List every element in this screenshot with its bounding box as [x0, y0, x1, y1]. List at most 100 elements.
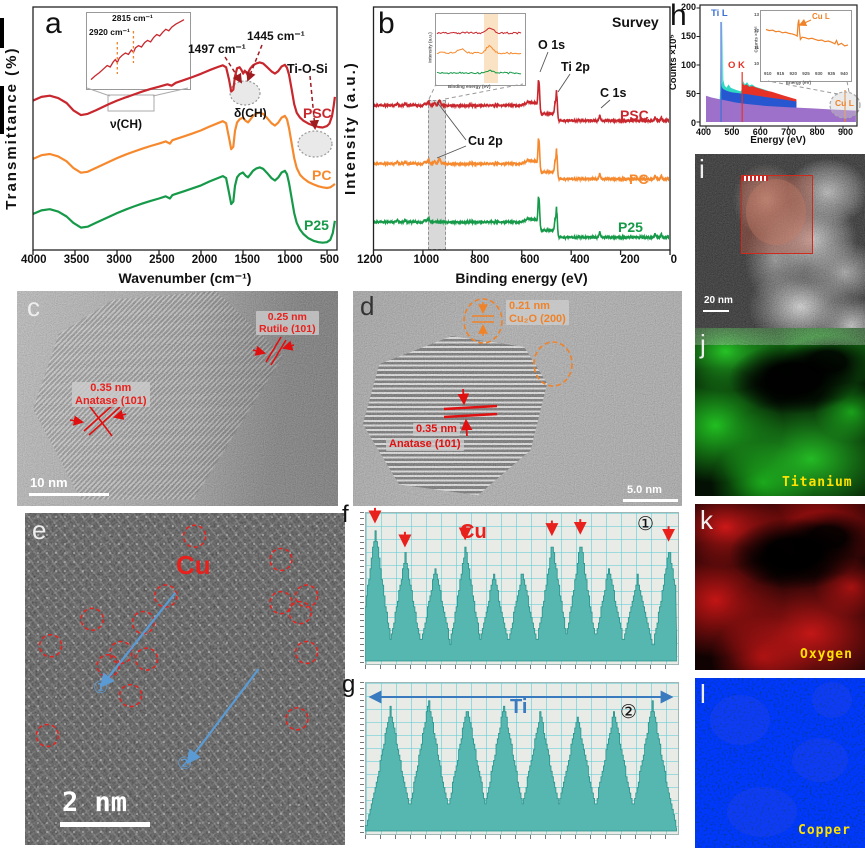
crop-artifact-bar — [0, 86, 4, 134]
panel-c-scalebar-label: 10 nm — [30, 475, 68, 490]
eels-inset-x-label: Energy (eV) — [786, 80, 812, 85]
series-label-psc-b: PSC — [620, 107, 649, 123]
profile1-badge: ① — [637, 514, 655, 535]
panel-j-titanium-map — [695, 328, 865, 496]
panel-a-y-axis-label: Transmittance (%) — [2, 46, 20, 210]
eels-inset-cu-l-label: Cu L — [812, 12, 830, 21]
tick-label: 800 — [470, 254, 490, 266]
oxygen-map-label: Oxygen — [800, 647, 853, 662]
titanium-map-label: Titanium — [782, 475, 853, 490]
panel-a-x-axis-label: Wavenumber (cm⁻¹) — [118, 270, 252, 286]
rutile-measure-label: 0.25 nm Rutile (101) — [256, 311, 319, 336]
panel-d-letter: d — [360, 291, 375, 321]
tick-label: 400 — [570, 254, 590, 266]
tick-label: 13 — [753, 12, 759, 17]
tick-label: 935 — [827, 71, 836, 76]
tick-label: 500 — [319, 254, 339, 266]
series-label-p25: P25 — [304, 217, 329, 233]
line-marker-1: ① — [93, 678, 109, 697]
rutile-spacing: 0.25 nm — [267, 311, 307, 323]
annotation-arrow — [224, 56, 243, 84]
panel-i-scalebar — [703, 310, 729, 312]
ftir-inset-box — [86, 12, 191, 90]
panel-f-letter: f — [342, 501, 349, 528]
tick-label: 2000 — [191, 254, 218, 266]
tick-label: 1500 — [234, 254, 261, 266]
panel-g-letter: g — [342, 671, 356, 698]
cu2p-label: Cu 2p — [468, 134, 503, 148]
profile2-y-ticks — [360, 682, 364, 833]
profile1-y-ticks — [360, 512, 364, 663]
panel-b-letter: b — [378, 7, 395, 40]
delta-ch-highlight-circle — [229, 80, 261, 106]
peak-1445-label: 1445 cm⁻¹ — [247, 29, 305, 43]
annotation-arrow — [246, 44, 263, 82]
eels-y-ticks: 200 150 100 50 0 — [676, 2, 696, 128]
inset-peak-2920-label: 2920 cm⁻¹ — [89, 27, 130, 37]
tick-label: 500 — [724, 127, 740, 137]
panel-k-oxygen-map — [695, 504, 865, 670]
profile1-x-ticks — [365, 665, 677, 669]
peak-1497-label: 1497 cm⁻¹ — [188, 42, 246, 56]
tick-label: 940 — [840, 71, 848, 76]
tick-label: 600 — [752, 127, 768, 137]
tick-label: 150 — [680, 31, 696, 41]
tick-label: 200 — [620, 254, 640, 266]
eels-inset-x-ticks: 910 915 920 925 930 935 940 — [764, 71, 848, 76]
tick-label: 910 — [764, 71, 772, 76]
tick-label: 100 — [680, 60, 696, 70]
c1s-label: C 1s — [600, 86, 627, 100]
panel-a-letter: a — [45, 7, 62, 40]
tick-label: 3500 — [63, 254, 90, 266]
tick-label: 2500 — [149, 254, 175, 266]
tick-label: 600 — [520, 254, 540, 266]
tick-label: 915 — [776, 71, 785, 76]
cu2p-highlight-band — [428, 100, 446, 250]
panel-b-x-ticks: 1200 1000 800 600 400 200 0 — [357, 254, 677, 266]
tick-label: 3000 — [106, 254, 132, 266]
copper-map-label: Copper — [798, 823, 851, 838]
tick-label: 800 — [809, 127, 825, 137]
cu2o-measure-label: 0.21 nm Cu₂O (200) — [506, 300, 569, 326]
panel-l-letter: l — [700, 679, 706, 709]
cu2o-phase: Cu₂O (200) — [509, 312, 566, 325]
tick-label: 1200 — [357, 254, 383, 266]
panel-a-x-ticks: 4000 3500 3000 2500 2000 1500 1000 500 — [21, 254, 339, 266]
eds-region-tag — [742, 176, 768, 181]
eels-x-ticks: 400 500 600 700 800 900 — [696, 127, 853, 137]
panel-e-scalebar-label: 2 nm — [62, 787, 128, 818]
profile1-plot-area — [365, 512, 679, 665]
xps-inset-y-label: Intensity (a.u.) — [427, 32, 433, 63]
panel-h-letter: h — [670, 0, 687, 32]
series-label-pc: PC — [312, 167, 332, 183]
profile1-cu-label: Cu — [460, 521, 487, 543]
tick-label: 1000 — [413, 254, 440, 266]
tick-label: 930 — [814, 71, 823, 76]
panel-e-scalebar — [60, 822, 150, 827]
ti-o-si-label: Ti-O-Si — [287, 62, 328, 76]
tick-label: 11 — [754, 44, 759, 50]
anatase-spacing-c: 0.35 nm — [90, 382, 132, 394]
ti2p-label: Ti 2p — [561, 60, 590, 74]
profile2-ti-label: Ti — [510, 696, 528, 718]
tick-label: 1000 — [277, 254, 303, 266]
series-label-psc: PSC — [303, 105, 332, 121]
tick-label: 700 — [781, 127, 797, 137]
panel-c-letter: c — [27, 292, 40, 322]
xps-inset-box — [435, 13, 526, 86]
inset-source-box — [107, 94, 155, 112]
anatase-phase-d: Anatase (101) — [386, 438, 464, 451]
ftir-curve-PC — [33, 111, 336, 190]
tick-label: 4000 — [21, 254, 47, 266]
panel-c-scalebar — [29, 493, 109, 496]
ftir-curve-P25 — [33, 166, 336, 244]
tick-label: 12 — [753, 28, 759, 34]
panel-k-letter: k — [700, 505, 713, 535]
profile2-x-ticks — [365, 835, 677, 839]
element-callout-line — [600, 99, 611, 109]
panel-i-scalebar-label: 20 nm — [704, 295, 733, 306]
anatase-spacing-d: 0.35 nm — [413, 423, 460, 436]
panel-j-letter: j — [700, 329, 706, 359]
cu-l-edge-label: Cu L — [835, 98, 854, 108]
